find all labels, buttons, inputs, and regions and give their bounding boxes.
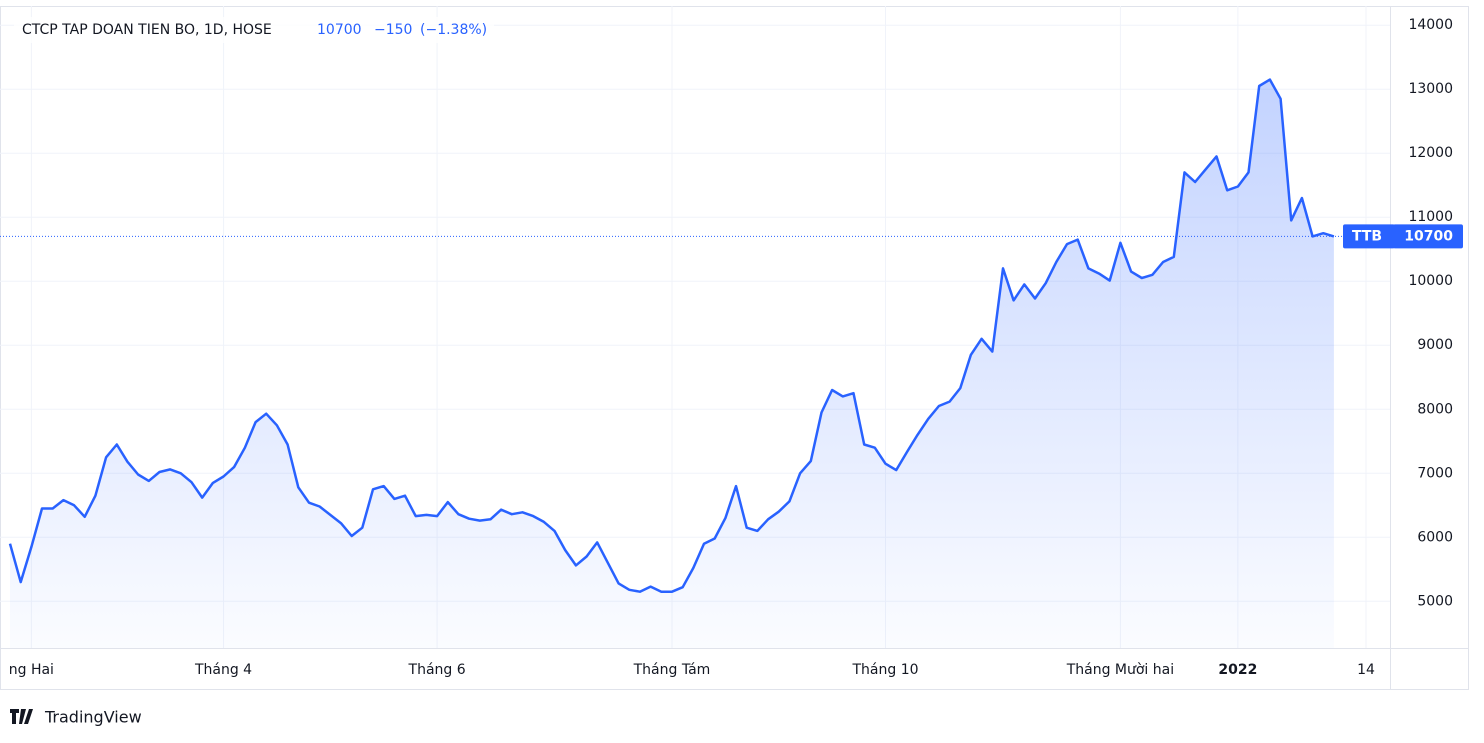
y-tick-label: 14000 bbox=[1408, 17, 1453, 33]
x-tick-label: Tháng Mười hai bbox=[1066, 662, 1174, 678]
plot bbox=[8, 78, 1335, 649]
x-tick-label: 14 bbox=[1357, 662, 1375, 678]
price-tag bbox=[1393, 224, 1463, 249]
y-tick-label: 11000 bbox=[1408, 209, 1453, 225]
price-line bbox=[8, 78, 1335, 593]
frame bbox=[0, 6, 1469, 690]
x-tick-label: Tháng 10 bbox=[851, 662, 918, 678]
y-tick-label: 7000 bbox=[1417, 465, 1453, 481]
y-tick-label: 5000 bbox=[1417, 593, 1453, 609]
x-tick-label: 2022 bbox=[1218, 662, 1257, 678]
legend-bg bbox=[14, 17, 494, 43]
x-tick-label: Tháng 6 bbox=[408, 662, 466, 678]
area-fill bbox=[10, 79, 1334, 649]
brand-name: TradingView bbox=[44, 708, 142, 727]
price-change-pct: (−1.38%) bbox=[420, 22, 487, 38]
y-tick-label: 9000 bbox=[1417, 337, 1453, 353]
x-tick-label: ng Hai bbox=[9, 662, 54, 678]
symbol-label: TTB bbox=[1352, 228, 1382, 244]
y-tick-label: 12000 bbox=[1408, 145, 1453, 161]
price-change: −150 bbox=[374, 22, 412, 38]
y-tick-label: 13000 bbox=[1408, 81, 1453, 97]
logo-icon bbox=[10, 709, 33, 724]
chart-title: CTCP TAP DOAN TIEN BO, 1D, HOSE bbox=[22, 22, 272, 38]
logo: TradingView bbox=[10, 708, 142, 727]
x-tick-label: Tháng Tám bbox=[633, 662, 711, 678]
last-price: 10700 bbox=[317, 22, 362, 38]
y-tick-label: 10000 bbox=[1408, 273, 1453, 289]
price-tag-label: 10700 bbox=[1404, 228, 1453, 244]
y-tick-label: 6000 bbox=[1417, 529, 1453, 545]
x-tick-label: Tháng 4 bbox=[194, 662, 252, 678]
y-tick-label: 8000 bbox=[1417, 401, 1453, 417]
symbol-tag bbox=[1343, 224, 1395, 249]
